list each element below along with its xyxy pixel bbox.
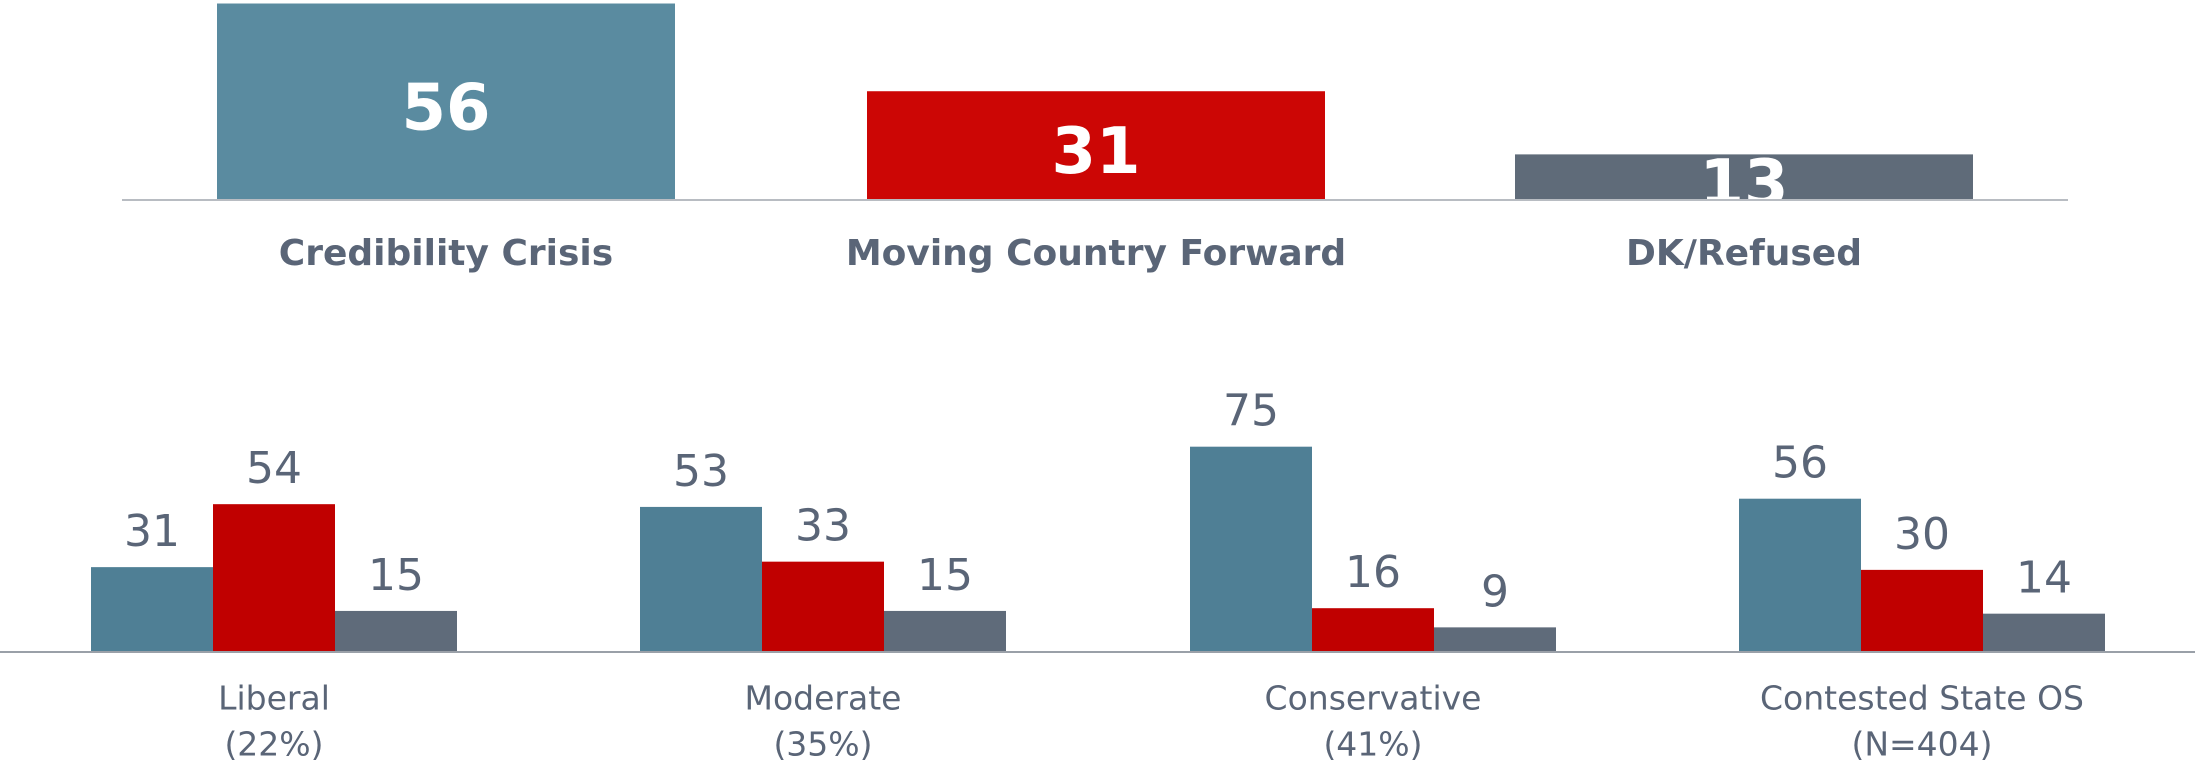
value-label: 56 bbox=[1772, 438, 1828, 489]
bar bbox=[867, 91, 1325, 200]
top-chart: 56 31 13 bbox=[217, 3, 1973, 221]
bar bbox=[1434, 627, 1556, 652]
bar bbox=[335, 610, 457, 652]
category-label: (N=404) bbox=[1851, 725, 1992, 764]
bar bbox=[1312, 608, 1434, 652]
category-label: Conservative bbox=[1265, 679, 1482, 718]
bar bbox=[884, 610, 1006, 652]
category-label: Credibility Crisis bbox=[279, 233, 613, 274]
value-label: 13 bbox=[1699, 147, 1788, 221]
value-label: 14 bbox=[2016, 553, 2072, 604]
value-label: 33 bbox=[795, 501, 851, 552]
value-label: 15 bbox=[917, 550, 973, 601]
bottom-chart: 31 54 15 Liberal (22%) 53 33 15 Moderate (35%) 75 1… bbox=[0, 386, 2195, 764]
category-label: Moving Country Forward bbox=[846, 233, 1346, 274]
category-label: Liberal bbox=[218, 679, 330, 718]
category-label: DK/Refused bbox=[1626, 233, 1862, 274]
value-label: 75 bbox=[1223, 386, 1279, 437]
category-label: Contested State OS bbox=[1760, 679, 2084, 718]
category-label: (22%) bbox=[224, 725, 323, 764]
bar bbox=[762, 561, 884, 652]
value-label: 31 bbox=[1051, 115, 1140, 189]
bar bbox=[1983, 613, 2105, 652]
category-label: Moderate bbox=[745, 679, 902, 718]
value-label: 15 bbox=[368, 550, 424, 601]
value-label: 31 bbox=[124, 506, 180, 557]
value-label: 54 bbox=[246, 443, 302, 494]
category-label: (41%) bbox=[1323, 725, 1422, 764]
category-label: (35%) bbox=[773, 725, 872, 764]
bar bbox=[1739, 498, 1861, 652]
bar bbox=[1190, 446, 1312, 652]
value-label: 53 bbox=[673, 446, 729, 497]
bar bbox=[91, 567, 213, 652]
value-label: 56 bbox=[401, 71, 490, 145]
bar bbox=[640, 506, 762, 652]
value-label: 30 bbox=[1894, 509, 1950, 560]
top-chart-labels: Credibility Crisis Moving Country Forward… bbox=[122, 199, 2068, 274]
value-label: 9 bbox=[1481, 566, 1509, 617]
value-label: 16 bbox=[1345, 547, 1401, 598]
bar bbox=[213, 504, 335, 652]
bar bbox=[1515, 154, 1973, 200]
bar bbox=[1861, 569, 1983, 652]
bar bbox=[217, 3, 675, 200]
